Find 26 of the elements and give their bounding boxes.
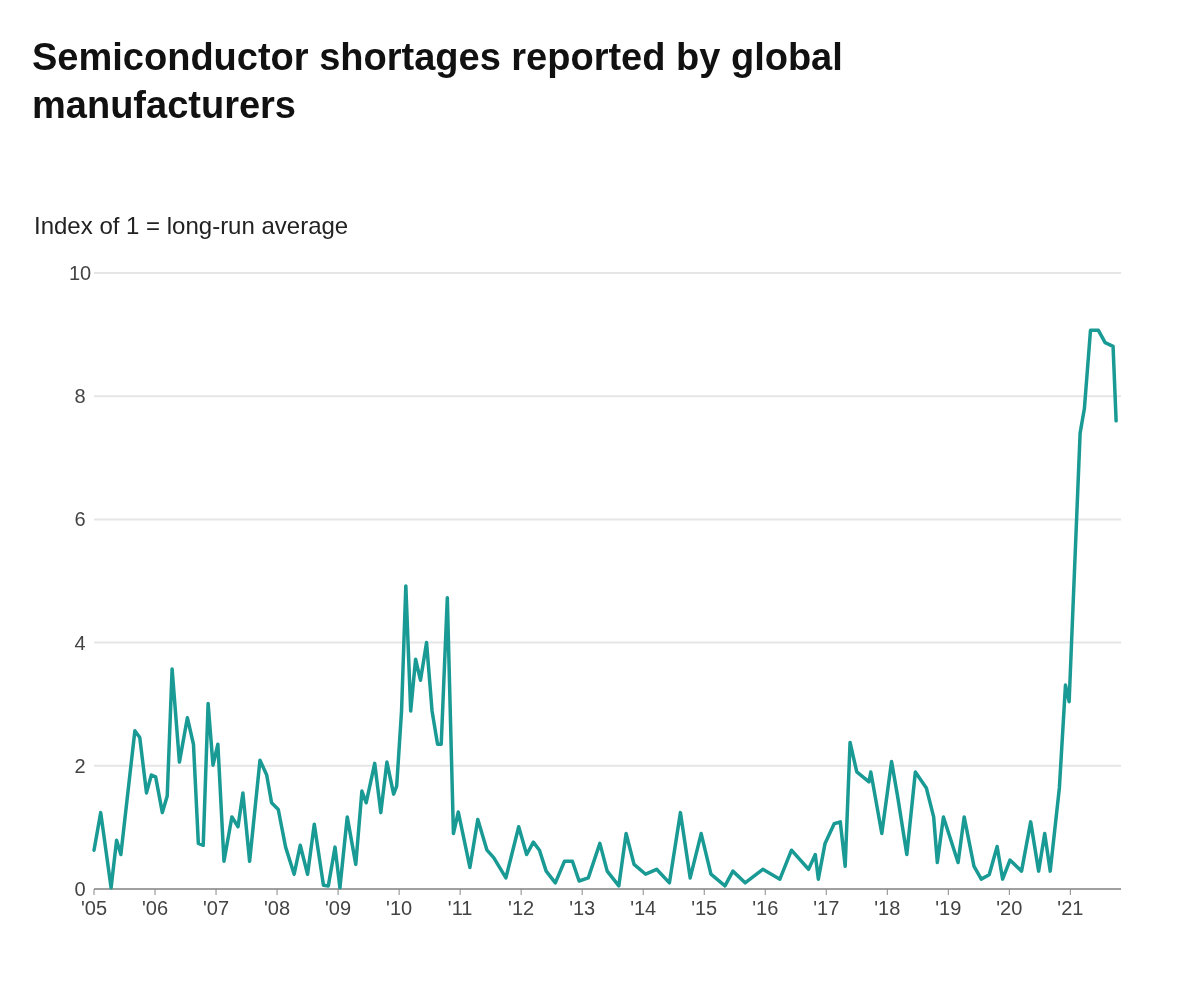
x-tick-label: '09 [325,897,352,919]
y-tick-label: 2 [74,754,86,777]
x-tick-label: '16 [752,897,779,919]
x-tick-label: '05 [80,897,108,919]
x-tick-label: '06 [141,897,169,919]
x-tick-label: '13 [569,897,596,919]
x-tick-label: '21 [1057,897,1084,919]
x-tick-label: '14 [630,897,657,919]
x-tick-label: '08 [264,897,291,919]
y-tick-label: 10 [68,262,92,284]
chart-title: Semiconductor shortages reported by global manufacturers [32,36,843,126]
x-tick-label: '07 [203,897,230,919]
y-tick-label: 0 [74,878,86,900]
x-tick-label: '17 [813,897,840,919]
x-tick-label: '11 [447,897,473,919]
y-tick-label: 4 [74,631,86,654]
x-tick-label: '10 [386,897,413,919]
x-tick-label: '18 [874,897,901,919]
y-axis-title: Index of 1 = long-run average [34,212,349,239]
line-series [92,328,1118,890]
x-tick-label: '20 [996,897,1023,919]
y-tick-label: 6 [74,508,86,531]
x-tick-label: '15 [691,897,718,919]
y-tick-label: 8 [74,385,86,408]
x-tick-label: '19 [935,897,962,919]
x-tick-label: '12 [508,897,535,919]
